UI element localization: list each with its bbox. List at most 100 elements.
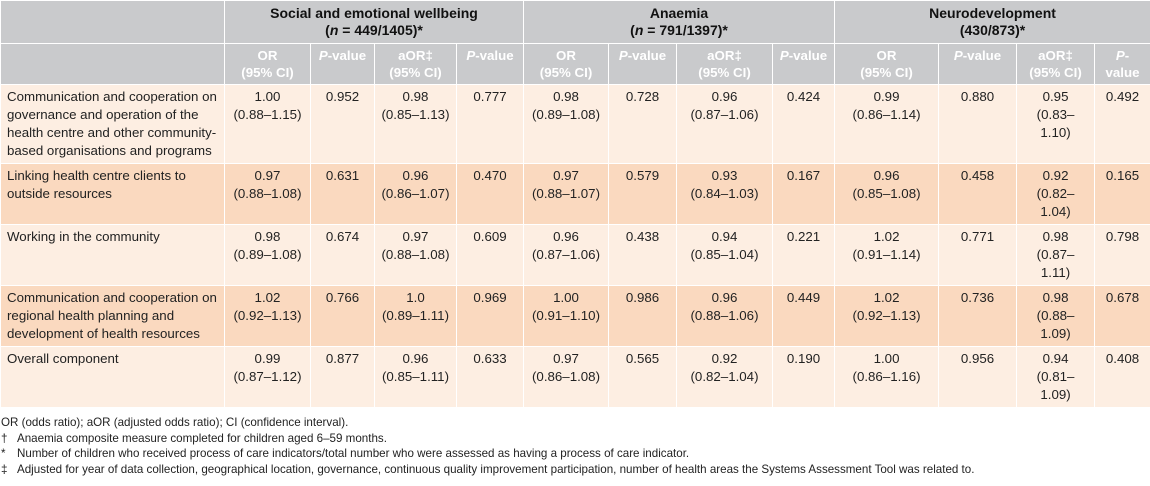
estimate-cell: 0.94 (0.85–1.04) bbox=[676, 224, 774, 286]
row-label: Communication and cooperation on governa… bbox=[0, 84, 225, 164]
estimate-cell: 0.96 (0.86–1.07) bbox=[374, 163, 457, 225]
estimate-cell: 0.98 (0.89–1.08) bbox=[523, 84, 610, 164]
estimate-cell: 0.97 (0.88–1.08) bbox=[224, 163, 311, 225]
row-label: Overall component bbox=[0, 346, 225, 408]
p-value-cell: 0.777 bbox=[455, 84, 525, 164]
row-label: Communication and cooperation on regiona… bbox=[0, 285, 225, 347]
estimate-cell: 1.00 (0.91–1.10) bbox=[523, 285, 610, 347]
group-title: Anaemia bbox=[649, 5, 709, 21]
estimate-cell: 0.98 (0.88–1.09) bbox=[1016, 285, 1096, 347]
estimate-cell: 0.98 (0.85–1.13) bbox=[374, 84, 457, 164]
estimate-cell: 0.96 (0.85–1.08) bbox=[834, 163, 940, 225]
p-value-cell: 0.766 bbox=[310, 285, 375, 347]
col-header-p-value: P-value bbox=[938, 43, 1018, 85]
group-header-anaemia: Anaemia (n = 791/1397)* bbox=[523, 0, 836, 44]
abbreviations-note: OR (odds ratio); aOR (adjusted odds rati… bbox=[1, 416, 349, 429]
col-header-or: OR (95% CI) bbox=[834, 43, 940, 85]
estimate-cell: 0.98 (0.89–1.08) bbox=[224, 224, 311, 286]
col-header-or: OR (95% CI) bbox=[224, 43, 311, 85]
estimate-cell: 0.96 (0.88–1.06) bbox=[676, 285, 774, 347]
header-blank-cell bbox=[0, 0, 225, 44]
subheader-blank-cell bbox=[0, 43, 225, 85]
p-value-cell: 0.631 bbox=[310, 163, 375, 225]
col-header-p-value: P-value bbox=[1094, 43, 1150, 85]
p-value-cell: 0.880 bbox=[938, 84, 1018, 164]
p-value-cell: 0.408 bbox=[1094, 346, 1150, 408]
estimate-cell: 1.02 (0.91–1.14) bbox=[834, 224, 940, 286]
estimate-cell: 0.99 (0.86–1.14) bbox=[834, 84, 940, 164]
p-value-cell: 0.492 bbox=[1094, 84, 1150, 164]
p-value-cell: 0.952 bbox=[310, 84, 375, 164]
group-header-neurodevelopment: Neurodevelopment (430/873)* bbox=[834, 0, 1150, 44]
p-value-cell: 0.449 bbox=[772, 285, 836, 347]
estimate-cell: 0.96 (0.87–1.06) bbox=[523, 224, 610, 286]
table-row: Working in the community 0.98 (0.89–1.08) 0… bbox=[0, 224, 1150, 286]
row-label: Working in the community bbox=[0, 224, 225, 286]
estimate-cell: 0.99 (0.87–1.12) bbox=[224, 346, 311, 408]
p-value-cell: 0.771 bbox=[938, 224, 1018, 286]
group-title: Social and emotional wellbeing bbox=[270, 5, 478, 21]
p-value-cell: 0.728 bbox=[608, 84, 678, 164]
p-value-cell: 0.221 bbox=[772, 224, 836, 286]
p-value-cell: 0.438 bbox=[608, 224, 678, 286]
footnote-double-dagger: ‡ Adjusted for year of data collection, g… bbox=[1, 462, 975, 476]
col-header-p-value: P-value bbox=[772, 43, 836, 85]
p-value-cell: 0.877 bbox=[310, 346, 375, 408]
p-value-cell: 0.609 bbox=[455, 224, 525, 286]
col-header-aor: aOR‡ (95% CI) bbox=[374, 43, 457, 85]
p-value-cell: 0.565 bbox=[608, 346, 678, 408]
table-row: Communication and cooperation on governa… bbox=[0, 84, 1150, 164]
table-notes: OR (odds ratio); aOR (adjusted odds rati… bbox=[0, 408, 1150, 477]
group-subtitle: (n = 449/1405)* bbox=[325, 22, 423, 38]
p-value-cell: 0.579 bbox=[608, 163, 678, 225]
estimate-cell: 1.02 (0.92–1.13) bbox=[224, 285, 311, 347]
p-value-cell: 0.458 bbox=[938, 163, 1018, 225]
p-value-cell: 0.674 bbox=[310, 224, 375, 286]
col-header-aor: aOR‡ (95% CI) bbox=[676, 43, 774, 85]
col-header-p-value: P-value bbox=[455, 43, 525, 85]
estimate-cell: 0.92 (0.82–1.04) bbox=[1016, 163, 1096, 225]
estimate-cell: 0.97 (0.86–1.08) bbox=[523, 346, 610, 408]
estimate-cell: 0.97 (0.88–1.07) bbox=[523, 163, 610, 225]
table-row: Overall component 0.99 (0.87–1.12) 0.877 0.9… bbox=[0, 346, 1150, 408]
estimate-cell: 1.00 (0.86–1.16) bbox=[834, 346, 940, 408]
table-row: Communication and cooperation on regiona… bbox=[0, 285, 1150, 347]
p-value-cell: 0.986 bbox=[608, 285, 678, 347]
p-value-cell: 0.678 bbox=[1094, 285, 1150, 347]
sub-header-row: OR (95% CI) P-value aOR‡ (95% CI) P-value OR (9… bbox=[0, 43, 1150, 85]
row-label: Linking health centre clients to outside… bbox=[0, 163, 225, 225]
col-header-p-value: P-value bbox=[310, 43, 375, 85]
col-header-or: OR (95% CI) bbox=[523, 43, 610, 85]
results-table: Social and emotional wellbeing (n = 449/… bbox=[0, 0, 1150, 408]
col-header-aor: aOR‡ (95% CI) bbox=[1016, 43, 1096, 85]
p-value-cell: 0.736 bbox=[938, 285, 1018, 347]
p-value-cell: 0.798 bbox=[1094, 224, 1150, 286]
p-value-cell: 0.956 bbox=[938, 346, 1018, 408]
group-header-sewb: Social and emotional wellbeing (n = 449/… bbox=[223, 0, 525, 44]
estimate-cell: 1.02 (0.92–1.13) bbox=[834, 285, 940, 347]
group-header-row: Social and emotional wellbeing (n = 449/… bbox=[0, 0, 1150, 44]
estimate-cell: 0.98 (0.87–1.11) bbox=[1016, 224, 1096, 286]
estimate-cell: 0.95 (0.83–1.10) bbox=[1016, 84, 1096, 164]
footnote-dagger: † Anaemia composite measure completed for… bbox=[1, 431, 387, 445]
col-header-p-value: P-value bbox=[608, 43, 678, 85]
group-subtitle: (n = 791/1397)* bbox=[630, 22, 728, 38]
estimate-cell: 1.0 (0.89–1.11) bbox=[374, 285, 457, 347]
p-value-cell: 0.424 bbox=[772, 84, 836, 164]
table-row: Linking health centre clients to outside… bbox=[0, 163, 1150, 225]
estimate-cell: 0.92 (0.82–1.04) bbox=[676, 346, 774, 408]
p-value-cell: 0.633 bbox=[455, 346, 525, 408]
p-value-cell: 0.167 bbox=[772, 163, 836, 225]
p-value-cell: 0.969 bbox=[455, 285, 525, 347]
estimate-cell: 0.96 (0.85–1.11) bbox=[374, 346, 457, 408]
group-title: Neurodevelopment bbox=[929, 5, 1056, 21]
estimate-cell: 0.97 (0.88–1.08) bbox=[374, 224, 457, 286]
estimate-cell: 0.94 (0.81–1.09) bbox=[1016, 346, 1096, 408]
estimate-cell: 0.93 (0.84–1.03) bbox=[676, 163, 774, 225]
footnote-asterisk: * Number of children who received process… bbox=[1, 447, 690, 461]
estimate-cell: 0.96 (0.87–1.06) bbox=[676, 84, 774, 164]
p-value-cell: 0.190 bbox=[772, 346, 836, 408]
estimate-cell: 1.00 (0.88–1.15) bbox=[224, 84, 311, 164]
p-value-cell: 0.165 bbox=[1094, 163, 1150, 225]
p-value-cell: 0.470 bbox=[455, 163, 525, 225]
